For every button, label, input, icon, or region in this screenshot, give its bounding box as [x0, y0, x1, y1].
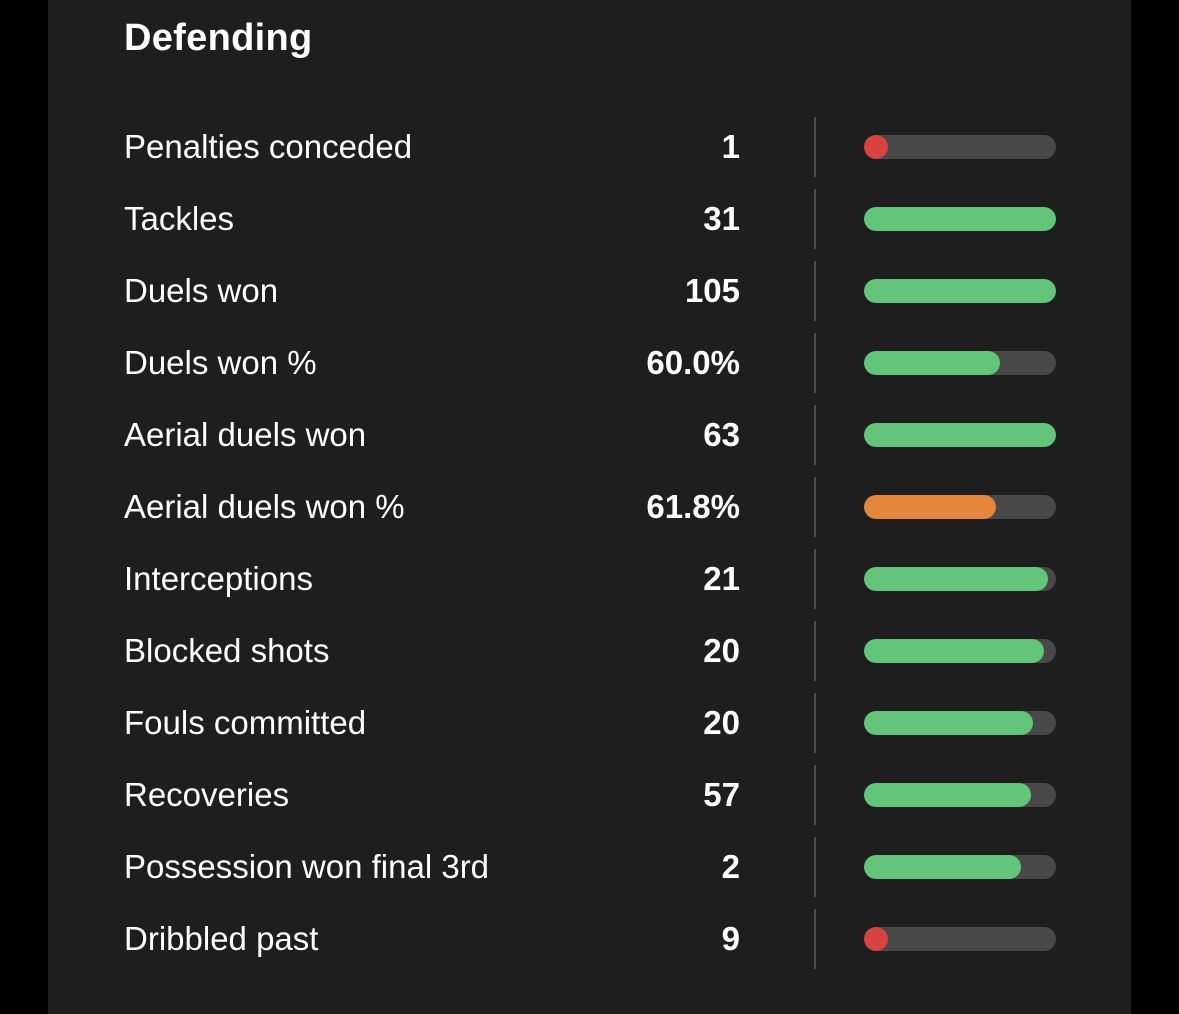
row-divider	[814, 189, 816, 249]
stat-row: Duels won % 60.0%	[48, 333, 1131, 393]
stat-value: 31	[703, 200, 740, 237]
defending-stats-card: Defending Penalties conceded 1 Tackles 31 Du…	[48, 0, 1131, 1014]
stat-row: Duels won 105	[48, 261, 1131, 321]
stat-label: Recoveries	[124, 776, 290, 813]
percentile-bar-fill	[864, 279, 1056, 303]
row-divider	[814, 765, 816, 825]
stat-label: Aerial duels won %	[124, 488, 405, 525]
percentile-bar-fill	[864, 207, 1056, 231]
stat-label: Penalties conceded	[124, 128, 413, 165]
stat-value: 21	[703, 560, 740, 597]
percentile-bar	[864, 351, 1056, 375]
percentile-bar-fill	[864, 639, 1044, 663]
stat-label: Tackles	[124, 200, 235, 237]
stat-value: 57	[703, 776, 740, 813]
percentile-bar-fill	[864, 495, 996, 519]
stat-value: 61.8%	[646, 488, 740, 525]
stat-value: 20	[703, 704, 740, 741]
row-divider	[814, 477, 816, 537]
percentile-bar	[864, 855, 1056, 879]
section-title: Defending	[124, 17, 313, 59]
row-divider	[814, 333, 816, 393]
row-divider	[814, 909, 816, 969]
stat-row: Fouls committed 20	[48, 693, 1131, 753]
percentile-bar	[864, 783, 1056, 807]
stat-label: Blocked shots	[124, 632, 330, 669]
stat-label: Possession won final 3rd	[124, 848, 490, 885]
stat-label: Interceptions	[124, 560, 313, 597]
stat-label: Duels won %	[124, 344, 317, 381]
percentile-bar-fill	[864, 351, 1000, 375]
row-divider	[814, 261, 816, 321]
stat-row: Penalties conceded 1	[48, 117, 1131, 177]
stat-value: 105	[684, 272, 740, 309]
percentile-bar	[864, 279, 1056, 303]
stat-row: Aerial duels won % 61.8%	[48, 477, 1131, 537]
percentile-bar-fill	[864, 855, 1021, 879]
percentile-bar	[864, 207, 1056, 231]
percentile-bar-fill	[864, 567, 1048, 591]
percentile-bar	[864, 639, 1056, 663]
stat-label: Fouls committed	[124, 704, 367, 741]
percentile-bar	[864, 927, 1056, 951]
row-divider	[814, 621, 816, 681]
percentile-bar	[864, 423, 1056, 447]
percentile-bar	[864, 495, 1056, 519]
stat-row: Blocked shots 20	[48, 621, 1131, 681]
row-divider	[814, 837, 816, 897]
row-divider	[814, 117, 816, 177]
stat-value: 9	[721, 920, 740, 957]
percentile-bar-fill	[864, 711, 1033, 735]
percentile-bar	[864, 135, 1056, 159]
stat-value: 60.0%	[646, 344, 740, 381]
percentile-bar	[864, 711, 1056, 735]
row-divider	[814, 549, 816, 609]
stat-row: Dribbled past 9	[48, 909, 1131, 969]
stat-value: 20	[703, 632, 740, 669]
stat-row: Possession won final 3rd 2	[48, 837, 1131, 897]
percentile-bar	[864, 567, 1056, 591]
stat-label: Aerial duels won	[124, 416, 367, 453]
stat-row: Recoveries 57	[48, 765, 1131, 825]
stat-row: Interceptions 21	[48, 549, 1131, 609]
stat-value: 1	[721, 128, 740, 165]
row-divider	[814, 693, 816, 753]
percentile-bar-fill	[864, 783, 1031, 807]
stat-value: 63	[703, 416, 740, 453]
percentile-bar-fill	[864, 927, 888, 951]
percentile-bar-fill	[864, 423, 1056, 447]
stat-row: Aerial duels won 63	[48, 405, 1131, 465]
stat-value: 2	[721, 848, 740, 885]
stat-label: Dribbled past	[124, 920, 319, 957]
stat-label: Duels won	[124, 272, 279, 309]
row-divider	[814, 405, 816, 465]
percentile-bar-fill	[864, 135, 888, 159]
stat-row: Tackles 31	[48, 189, 1131, 249]
